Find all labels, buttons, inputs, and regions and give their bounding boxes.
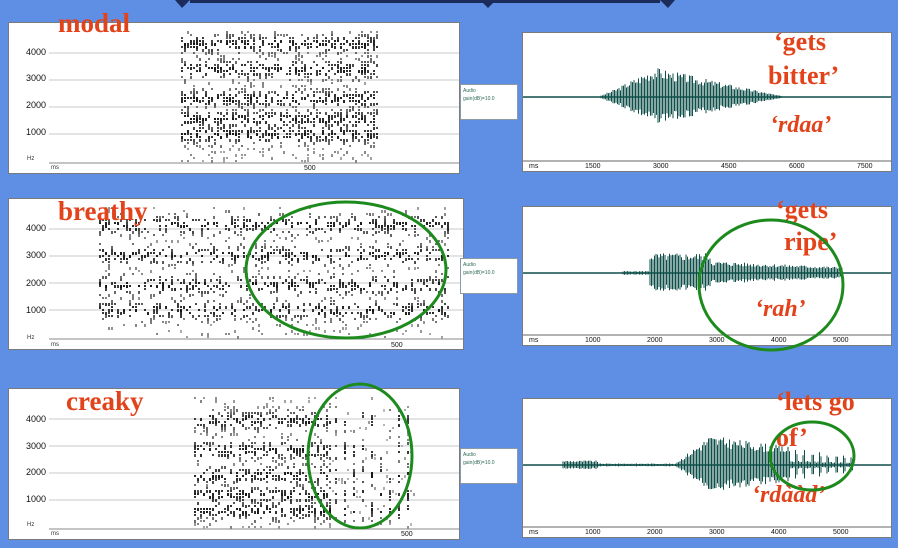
waveform-modal-plot bbox=[523, 68, 891, 162]
xtick: 500 bbox=[304, 165, 316, 172]
wave-xtick: 4500 bbox=[721, 163, 737, 170]
wave-xtick: 5000 bbox=[833, 529, 849, 536]
top-decoration bbox=[175, 0, 675, 8]
gloss-line-1-gets-bitter: ‘gets bbox=[774, 27, 826, 56]
spectrogram-modal: 4000 3000 2000 1000 Hz ms 500 bbox=[8, 22, 460, 174]
ytick: 4000 bbox=[26, 414, 47, 424]
ytick: 3000 bbox=[26, 73, 47, 83]
waveform-creaky: ms 1000 2000 3000 4000 5000 bbox=[522, 398, 892, 538]
y-unit: Hz bbox=[27, 335, 35, 341]
waveform-creaky-plot bbox=[523, 437, 891, 528]
ytick: 2000 bbox=[26, 278, 47, 288]
gloss-line-2-gets-ripe: ripe’ bbox=[784, 227, 838, 256]
x-unit: ms bbox=[51, 531, 59, 537]
gloss-line-2-gets-bitter: bitter’ bbox=[768, 61, 840, 90]
wave-xtick: ms bbox=[529, 337, 539, 344]
wave-xtick: 3000 bbox=[709, 337, 725, 344]
waveform-modal: ms 1500 3000 4500 6000 7500 bbox=[522, 32, 892, 172]
gain-label: gain(dB)=10.0 bbox=[463, 96, 495, 102]
wave-xtick: 4000 bbox=[771, 529, 787, 536]
spectrogram-modal-plot bbox=[49, 31, 459, 164]
ytick: 4000 bbox=[26, 47, 47, 57]
spectrogram-texture bbox=[181, 31, 378, 163]
ytick: 2000 bbox=[26, 467, 47, 477]
wave-xtick: 5000 bbox=[833, 337, 849, 344]
wave-xtick: 3000 bbox=[709, 529, 725, 536]
audio-label: Audio bbox=[463, 452, 476, 458]
ytick: 3000 bbox=[26, 441, 47, 451]
ytick: 3000 bbox=[26, 250, 47, 260]
wave-xtick: 2000 bbox=[647, 529, 663, 536]
wave-xtick: 1500 bbox=[585, 163, 601, 170]
spectrogram-texture bbox=[99, 207, 449, 339]
ytick: 1000 bbox=[26, 494, 47, 504]
audio-gain-box: Audio gain(dB)=10.0 bbox=[460, 258, 518, 294]
word-rdaad: ‘rdààd’ bbox=[752, 482, 826, 508]
gloss-line-1-lets-go-of: ‘lets go bbox=[776, 387, 855, 416]
y-unit: Hz bbox=[27, 156, 35, 162]
ytick: 2000 bbox=[26, 100, 47, 110]
waveform-signal bbox=[599, 68, 786, 123]
ytick: 1000 bbox=[26, 305, 47, 315]
word-rdaa: ‘rdaa’ bbox=[770, 112, 832, 138]
ytick: 1000 bbox=[26, 127, 47, 137]
x-unit: ms bbox=[51, 342, 59, 348]
waveform-signal bbox=[622, 253, 843, 291]
gloss-line-1-gets-ripe: ‘gets bbox=[776, 195, 828, 224]
audio-label: Audio bbox=[463, 262, 476, 268]
x-unit: ms bbox=[51, 165, 59, 171]
ytick: 4000 bbox=[26, 223, 47, 233]
wave-xtick: 7500 bbox=[857, 163, 873, 170]
wave-xtick: 1000 bbox=[585, 529, 601, 536]
wave-xtick: ms bbox=[529, 163, 539, 170]
phonation-label-creaky: creaky bbox=[66, 386, 144, 416]
y-unit: Hz bbox=[27, 522, 35, 528]
xtick: 500 bbox=[401, 531, 413, 538]
wave-xtick: 4000 bbox=[771, 337, 787, 344]
gloss-line-2-lets-go-of: of’ bbox=[776, 423, 808, 452]
phonation-label-breathy: breathy bbox=[58, 196, 148, 226]
gain-label: gain(dB)=10.0 bbox=[463, 460, 495, 466]
audio-gain-box: Audio gain(dB)=10.0 bbox=[460, 84, 518, 120]
gain-label: gain(dB)=10.0 bbox=[463, 270, 495, 276]
wave-xtick: ms bbox=[529, 529, 539, 536]
audio-gain-box: Audio gain(dB)=10.0 bbox=[460, 448, 518, 484]
wave-xtick: 2000 bbox=[647, 337, 663, 344]
phonation-label-modal: modal bbox=[58, 8, 131, 38]
xtick: 500 bbox=[391, 342, 403, 349]
audio-label: Audio bbox=[463, 88, 476, 94]
wave-xtick: 6000 bbox=[789, 163, 805, 170]
wave-xtick: 1000 bbox=[585, 337, 601, 344]
spectrogram-texture bbox=[194, 397, 415, 529]
word-rah: ‘rah’ bbox=[755, 296, 806, 322]
wave-xtick: 3000 bbox=[653, 163, 669, 170]
